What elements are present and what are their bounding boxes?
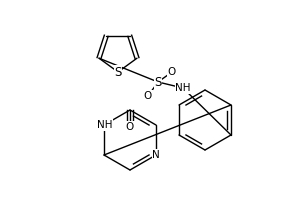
Text: N: N (152, 150, 160, 160)
Text: NH: NH (97, 120, 113, 130)
Text: NH: NH (175, 83, 191, 93)
Text: O: O (144, 91, 152, 101)
Text: S: S (114, 66, 122, 78)
Text: O: O (168, 67, 176, 77)
Text: S: S (154, 75, 162, 88)
Text: O: O (126, 122, 134, 132)
